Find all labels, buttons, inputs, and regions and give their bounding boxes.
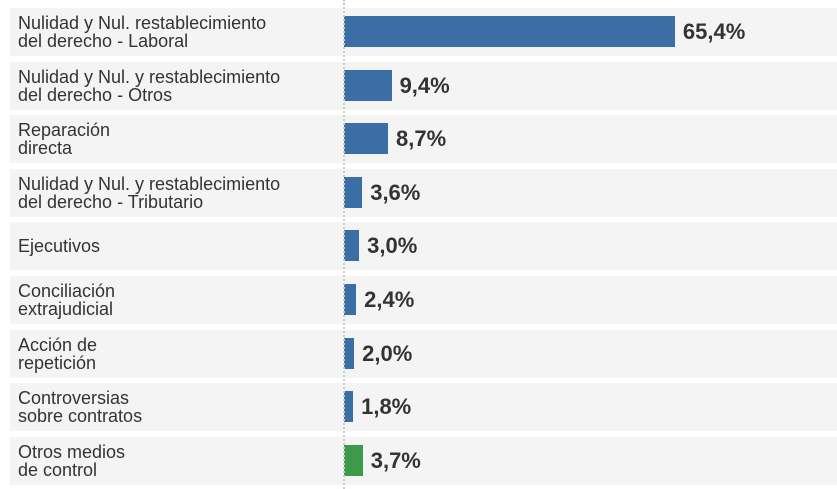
value-label: 2,0% bbox=[362, 340, 413, 366]
value-label: 3,6% bbox=[370, 179, 421, 205]
category-label: Reparación directa bbox=[18, 120, 111, 159]
row-band bbox=[10, 436, 837, 485]
bar bbox=[344, 391, 354, 423]
bar bbox=[344, 176, 363, 208]
category-label: Ejecutivos bbox=[18, 236, 101, 257]
row-band bbox=[10, 168, 837, 217]
category-label: Controversias sobre contratos bbox=[18, 388, 143, 427]
row-band bbox=[10, 383, 837, 432]
category-label: Otros medios de control bbox=[18, 441, 126, 480]
row-band bbox=[10, 115, 837, 164]
category-label: Acción de repetición bbox=[18, 334, 98, 373]
category-label: Conciliación extrajudicial bbox=[18, 281, 116, 319]
row-band bbox=[10, 61, 837, 110]
bar bbox=[344, 444, 363, 476]
bar bbox=[344, 69, 392, 101]
bar bbox=[344, 284, 357, 315]
value-label: 65,4% bbox=[682, 19, 746, 44]
bar bbox=[344, 230, 360, 262]
category-label: Nulidad y Nul. restablecimiento del dere… bbox=[18, 13, 267, 51]
value-label: 3,7% bbox=[370, 447, 421, 473]
category-label: Nulidad y Nul. y restablecimiento del de… bbox=[18, 173, 281, 212]
bar bbox=[344, 123, 389, 155]
row-band bbox=[10, 276, 837, 324]
value-label: 9,4% bbox=[399, 72, 450, 98]
axis-line bbox=[343, 0, 345, 489]
value-label: 3,0% bbox=[367, 233, 418, 259]
value-label: 8,7% bbox=[396, 126, 447, 152]
value-label: 1,8% bbox=[361, 394, 412, 420]
value-label: 2,4% bbox=[364, 287, 415, 312]
bar bbox=[344, 16, 675, 47]
category-label: Nulidad y Nul. y restablecimiento del de… bbox=[18, 66, 281, 105]
row-band bbox=[10, 222, 837, 271]
row-band bbox=[10, 329, 837, 378]
bar bbox=[344, 337, 355, 369]
